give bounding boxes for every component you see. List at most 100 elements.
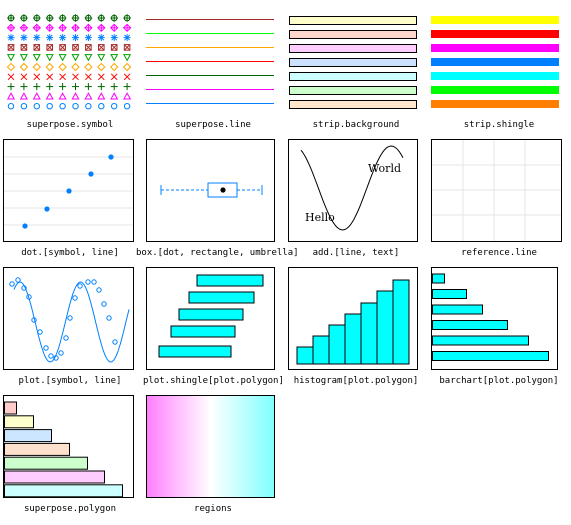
plot-point	[37, 329, 43, 335]
symbol-mark	[20, 73, 28, 81]
add-plot: World Hello	[288, 139, 418, 242]
symbol-mark	[72, 44, 79, 51]
histogram-plot	[288, 267, 418, 370]
symbol-mark	[20, 83, 28, 91]
superpose-polygon-bar	[4, 415, 34, 429]
plot-point	[43, 345, 49, 351]
strip-shingle-bar	[431, 86, 559, 94]
symbol-mark	[45, 62, 54, 72]
symbol-mark	[85, 103, 92, 110]
add-text-world: World	[368, 162, 401, 175]
symbol-mark	[33, 44, 41, 51]
symbol-mark	[33, 34, 41, 42]
symbol-mark	[46, 83, 54, 91]
barchart-bar	[432, 273, 445, 284]
symbol-mark	[7, 103, 15, 110]
symbol-mark	[85, 44, 92, 51]
symbol-mark	[110, 92, 119, 100]
barchart-label: barchart[plot.polygon]	[439, 376, 559, 386]
strip-background-bar	[289, 58, 417, 67]
strip-background-bar	[289, 16, 417, 25]
superpose-polygon-label: superpose.polygon	[23, 504, 117, 514]
panel-strip-shingle: strip.shingle	[429, 0, 569, 135]
symbol-mark	[72, 103, 79, 110]
barchart-bar	[432, 304, 483, 315]
plot-point	[58, 350, 64, 356]
symbol-mark	[33, 103, 40, 110]
symbol-mark	[33, 14, 41, 22]
regions-gradient	[146, 395, 275, 498]
plot-point	[72, 295, 78, 301]
strip-shingle-bar	[431, 44, 559, 52]
symbol-mark	[122, 23, 132, 33]
plot-point	[48, 353, 54, 359]
superpose-polygon-bar	[4, 484, 123, 497]
symbol-mark	[58, 62, 67, 72]
strip-background-bar	[289, 44, 417, 53]
shingle-bar	[178, 308, 244, 321]
plot-point	[15, 277, 21, 283]
panel-histogram: histogram[plot.polygon]	[286, 267, 426, 392]
histogram-bar	[376, 290, 394, 365]
panel-regions: regions	[143, 395, 283, 520]
histogram-label: histogram[plot.polygon]	[293, 376, 419, 386]
symbol-mark	[71, 92, 80, 100]
panel-plot-shingle: plot.shingle[plot.polygon]	[143, 267, 284, 392]
symbol-mark	[6, 92, 16, 100]
symbol-mark	[110, 54, 119, 62]
strip-shingle-bar	[431, 16, 559, 24]
strip-shingle-bar	[431, 30, 559, 38]
plot-point	[9, 281, 15, 287]
symbol-mark	[7, 14, 15, 22]
symbol-mark	[59, 83, 67, 91]
dot-point	[108, 154, 114, 160]
symbol-mark	[6, 54, 16, 62]
plot-plot	[3, 267, 134, 370]
strip-shingle-bar	[431, 58, 559, 66]
barchart-bar	[432, 351, 549, 361]
symbol-mark	[97, 92, 106, 100]
symbol-mark	[46, 73, 54, 81]
add-curve	[300, 145, 404, 231]
symbol-mark	[20, 34, 28, 42]
symbol-mark	[6, 62, 16, 72]
symbol-mark	[46, 103, 53, 110]
symbol-mark	[110, 34, 118, 42]
panel-reference: reference.line	[429, 139, 569, 264]
symbol-mark	[109, 62, 119, 72]
symbol-mark	[32, 92, 41, 100]
panel-plot: plot.[symbol, line]	[0, 267, 140, 392]
symbol-mark	[84, 34, 92, 42]
panel-box: box.[dot, rectangle, umbrella]	[136, 139, 299, 264]
plot-point	[85, 279, 91, 285]
symbol-mark	[71, 54, 80, 62]
box-median-dot	[220, 187, 226, 193]
panel-add: World Hello add.[line, text]	[286, 139, 426, 264]
superpose-polygon-bar	[4, 470, 105, 484]
panel-strip-background: strip.background	[286, 0, 426, 135]
plot-point	[26, 294, 32, 300]
symbol-mark	[111, 103, 118, 110]
plot-point	[21, 285, 27, 291]
symbol-mark	[45, 14, 54, 22]
panel-dot: dot.[symbol, line]	[0, 139, 140, 264]
plot-point	[91, 279, 97, 285]
plot-shingle-label: plot.shingle[plot.polygon]	[143, 376, 284, 386]
box-label: box.[dot, rectangle, umbrella]	[136, 248, 299, 258]
symbol-mark	[59, 34, 67, 42]
symbol-mark	[98, 44, 105, 51]
shingle-bar	[158, 345, 232, 358]
symbol-mark	[97, 14, 106, 22]
plot-point	[67, 315, 73, 321]
histogram-bar	[312, 335, 330, 365]
symbol-mark	[20, 14, 28, 22]
symbol-mark	[58, 54, 67, 62]
symbol-mark	[97, 62, 106, 72]
strip-shingle-label: strip.shingle	[463, 120, 535, 130]
superpose-polygon-plot	[3, 395, 134, 498]
symbol-mark	[84, 62, 93, 72]
dot-point	[66, 188, 72, 194]
plot-point	[63, 335, 69, 341]
superpose-line-label: superpose.line	[175, 120, 251, 130]
panel-superpose-line: superpose.line	[143, 0, 283, 135]
